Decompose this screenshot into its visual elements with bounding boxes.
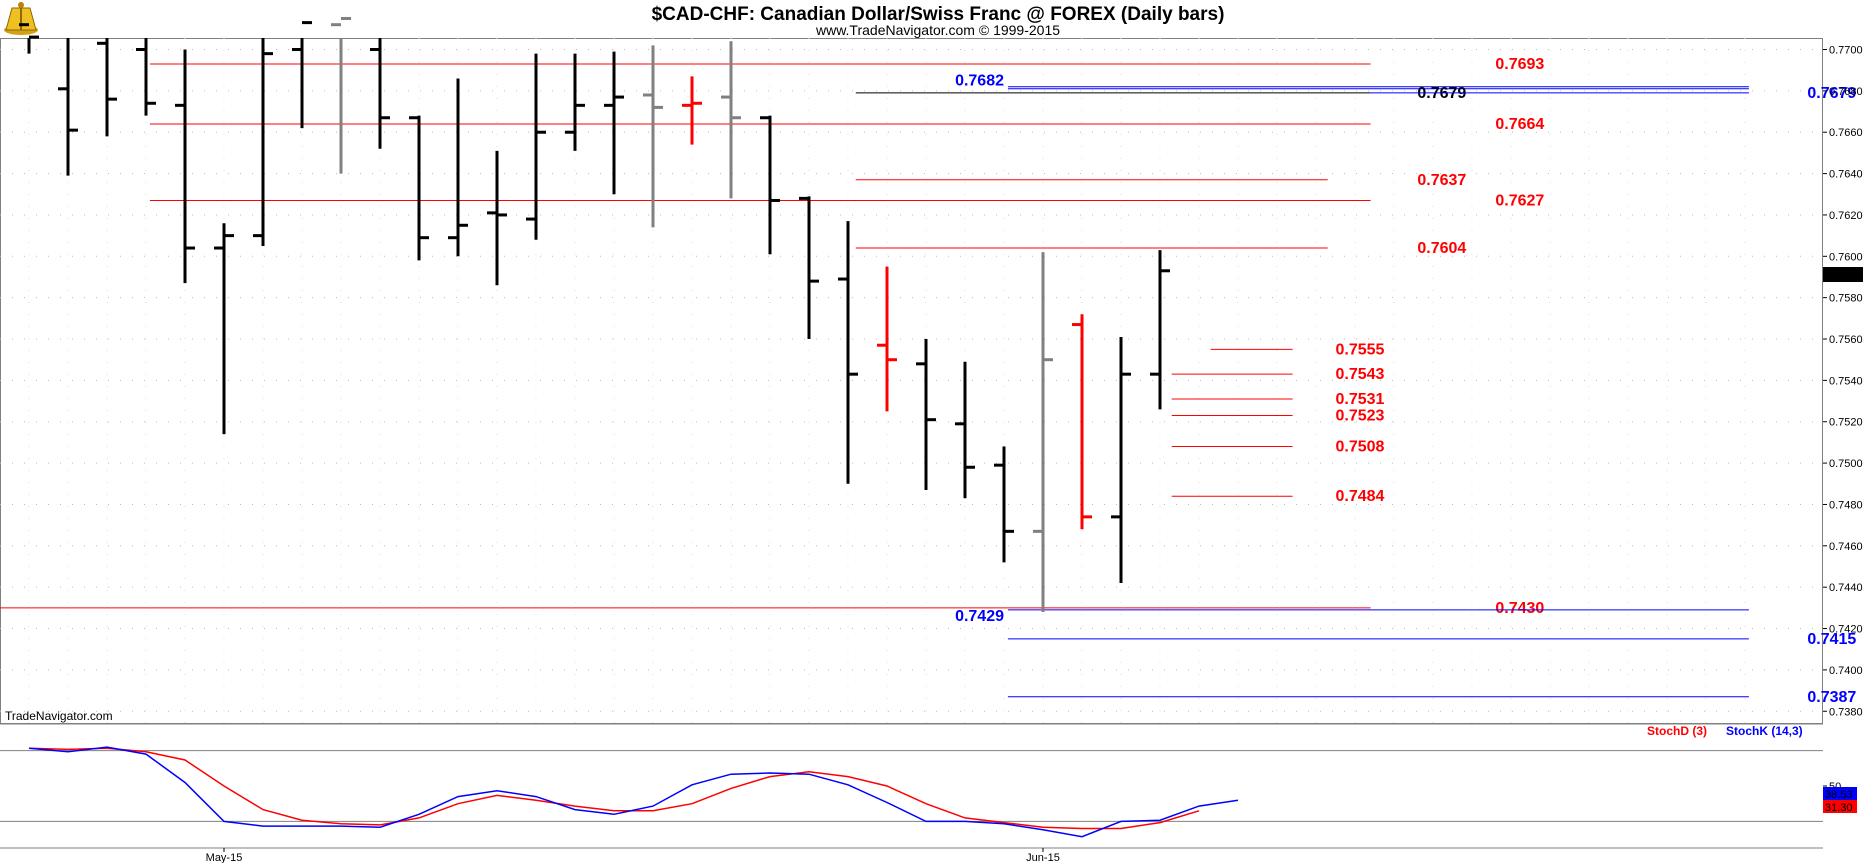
price-level-label: 0.7664: [1495, 116, 1544, 133]
price-level-label: 0.7627: [1495, 192, 1544, 209]
price-tick-label: 0.7680: [1829, 86, 1863, 98]
price-tick-label: 0.7600: [1829, 251, 1863, 263]
ohlc-bar: [1111, 336, 1131, 584]
date-tick-label: May-15: [206, 852, 243, 863]
ohlc-bar: [19, 23, 39, 54]
last-price-label: 0.7593: [1825, 270, 1859, 282]
price-tick-label: 0.7580: [1829, 293, 1863, 305]
ohlc-bar: [1150, 250, 1170, 410]
ohlc-bar: [994, 446, 1014, 563]
price-level-label: 0.7555: [1336, 341, 1385, 358]
stochastic-lines: [28, 746, 1239, 838]
price-tick-label: 0.7480: [1829, 499, 1863, 511]
price-tick-label: 0.7640: [1829, 169, 1863, 181]
price-tick-label: 0.7560: [1829, 334, 1863, 346]
price-tick-label: 0.7380: [1829, 706, 1863, 718]
price-level-label: 0.7604: [1417, 240, 1466, 257]
price-level-label: 0.7523: [1336, 408, 1385, 425]
price-level-label: 0.7679: [1807, 85, 1856, 102]
ohlc-bar: [604, 51, 624, 195]
ohlc-bar: [370, 38, 390, 149]
stoch-k-tag: 38.53: [1823, 787, 1857, 801]
ohlc-bar: [565, 53, 585, 151]
ohlc-bar: [916, 339, 936, 490]
ohlc-bar: [760, 115, 780, 255]
date-axis: May-15 Jun-15: [206, 848, 1060, 863]
ohlc-bar: [643, 45, 663, 228]
ohlc-bar: [1072, 314, 1092, 530]
stoch-k-line: [28, 746, 1239, 838]
last-price-tag: 0.7593: [1823, 267, 1863, 282]
ohlc-bar: [955, 361, 975, 499]
ohlc-bar: [838, 221, 858, 484]
price-axis: 0.7700 0.7680 0.7660 0.7640 0.7620 0.7600 0.75…: [1823, 45, 1863, 793]
price-tick-label: 0.7420: [1829, 624, 1863, 636]
price-level-label: 0.7637: [1417, 172, 1466, 189]
price-tick-label: 0.7520: [1829, 417, 1863, 429]
price-level-label: 0.7484: [1336, 488, 1385, 505]
stoch-k-value: 38.53: [1825, 789, 1853, 801]
date-tick-label: Jun-15: [1026, 852, 1060, 863]
price-level-label: 0.7693: [1495, 56, 1544, 73]
price-level-label: 0.7531: [1336, 391, 1385, 408]
ohlc-bar: [136, 38, 156, 116]
chart-title: $CAD-CHF: Canadian Dollar/Swiss Franc @ …: [652, 4, 1225, 25]
price-tick-label: 0.7500: [1829, 458, 1863, 470]
price-tick-label: 0.7620: [1829, 210, 1863, 222]
ohlc-bar: [331, 16, 351, 174]
price-tick-label: 0.7440: [1829, 582, 1863, 594]
stoch-d-tag: 31.30: [1823, 800, 1857, 814]
ohlc-bars: [19, 16, 1170, 612]
ohlc-bar: [214, 223, 234, 435]
price-level-label: 0.7387: [1807, 689, 1856, 706]
price-level-label: 0.7429: [955, 608, 1004, 625]
ohlc-bar: [292, 21, 312, 129]
price-level-label: 0.7508: [1336, 439, 1385, 456]
ohlc-bar: [409, 115, 429, 261]
chart-subtitle: www.TradeNavigator.com © 1999-2015: [815, 22, 1060, 38]
ohlc-bar: [175, 49, 195, 284]
ohlc-bar: [682, 76, 702, 145]
price-level-label: 0.7430: [1495, 600, 1544, 617]
watermark-text: TradeNavigator.com: [5, 709, 113, 723]
stoch-d-value: 31.30: [1825, 802, 1853, 814]
stoch-d-line: [28, 747, 1200, 830]
price-level-label: 0.7543: [1336, 366, 1385, 383]
ohlc-bar: [58, 38, 78, 176]
ohlc-bar: [253, 38, 273, 246]
stoch-k-legend: StochK (14,3): [1726, 724, 1803, 738]
stoch-gridlines: [0, 750, 1823, 849]
ohlc-bar: [526, 53, 546, 240]
ohlc-bar: [97, 38, 117, 137]
price-tick-label: 0.7660: [1829, 127, 1863, 139]
ohlc-bar: [877, 266, 897, 412]
price-tick-label: 0.7400: [1829, 665, 1863, 677]
price-level-label: 0.7415: [1807, 631, 1856, 648]
ohlc-bar: [721, 41, 741, 199]
ohlc-bar: [487, 150, 507, 286]
ohlc-bar: [799, 196, 819, 340]
price-tick-label: 0.7700: [1829, 45, 1863, 57]
price-level-label: 0.7682: [955, 73, 1004, 90]
price-tick-label: 0.7460: [1829, 541, 1863, 553]
ohlc-bar: [448, 78, 468, 257]
stoch-d-legend: StochD (3): [1647, 724, 1707, 738]
price-tick-label: 0.7540: [1829, 375, 1863, 387]
ohlc-bar: [1033, 252, 1053, 612]
